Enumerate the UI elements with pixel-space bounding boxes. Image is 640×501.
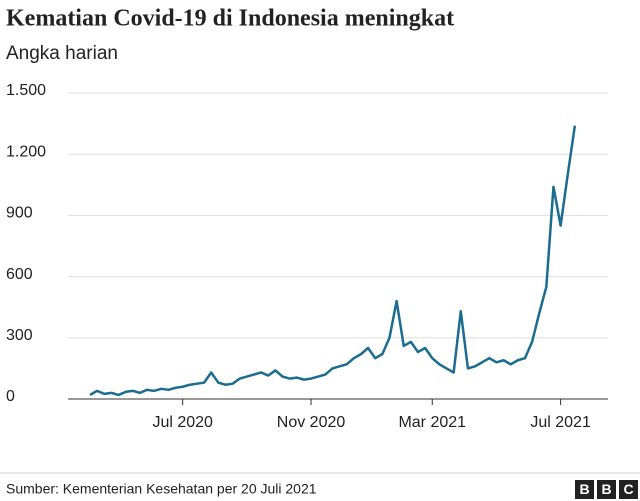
line xyxy=(89,125,577,397)
logo-letter: B xyxy=(601,481,611,497)
chart-subtitle: Angka harian xyxy=(6,43,118,64)
source: Sumber: Kementerian Kesehatan per 20 Jul… xyxy=(6,481,317,497)
x-tick-label: Nov 2020 xyxy=(277,414,346,431)
y-tick-label: 300 xyxy=(6,327,33,344)
y-tick-label: 1.200 xyxy=(6,143,46,160)
logo-box xyxy=(619,480,638,499)
logo-letter: C xyxy=(623,481,633,497)
x-tick-label: Jul 2021 xyxy=(530,414,591,431)
x-tick-label: Mar 2021 xyxy=(398,414,466,431)
logo-box xyxy=(575,480,594,499)
logo-letter: B xyxy=(579,481,589,497)
logo-box xyxy=(597,480,616,499)
y-tick-label: 900 xyxy=(6,205,33,222)
chart-title: Kematian Covid-19 di Indonesia meningkat xyxy=(6,6,454,32)
y-tick-label: 0 xyxy=(6,388,15,405)
x-tick-label: Jul 2020 xyxy=(152,414,213,431)
y-tick-label: 1.500 xyxy=(6,82,46,99)
y-tick-label: 600 xyxy=(6,266,33,283)
